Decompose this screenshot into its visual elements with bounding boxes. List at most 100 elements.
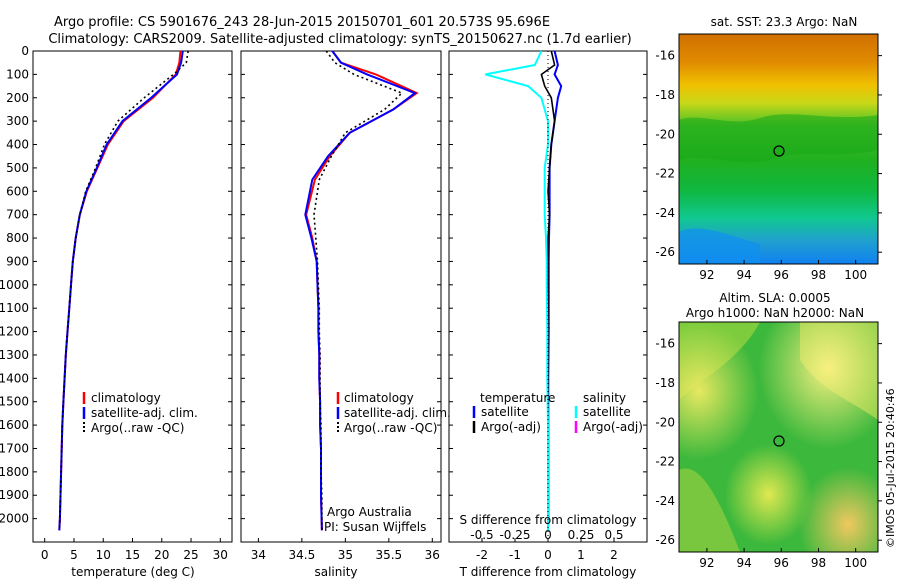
depth-tick-label: 900 bbox=[6, 254, 29, 268]
legend-label: Argo(..raw -QC) bbox=[91, 421, 184, 435]
difference-top-label: S difference from climatology bbox=[460, 513, 637, 527]
sla-blob bbox=[679, 322, 878, 552]
lon-tick-label: 94 bbox=[736, 556, 751, 570]
lat-tick-label: -18 bbox=[655, 88, 675, 102]
depth-tick-label: 400 bbox=[6, 138, 29, 152]
salinity-x-axis: 34 34.5 35 35.5 36 bbox=[251, 538, 440, 562]
series-line-climatology bbox=[58, 50, 182, 531]
s-diff-tick-label: 0.25 bbox=[568, 528, 595, 542]
x-tick-label: 34.5 bbox=[289, 548, 316, 562]
argo-float-marker bbox=[773, 145, 785, 157]
lon-tick-label: 98 bbox=[811, 556, 826, 570]
x-tick-label: 5 bbox=[70, 548, 78, 562]
depth-tick-label: 1200 bbox=[0, 325, 29, 339]
lon-tick-label: 94 bbox=[736, 268, 751, 282]
depth-tick-label: 1800 bbox=[0, 465, 29, 479]
depth-tick-label: 1100 bbox=[0, 301, 29, 315]
x-tick-label: 20 bbox=[154, 548, 169, 562]
x-tick-label: 10 bbox=[96, 548, 111, 562]
lat-tick-label: -24 bbox=[655, 206, 675, 220]
legend-label: satellite-adj. clim. bbox=[91, 406, 198, 420]
difference-x-label: T difference from climatology bbox=[459, 565, 637, 579]
sla-map bbox=[678, 321, 879, 553]
lat-tick-label: -18 bbox=[655, 376, 675, 390]
imos-stamp: ©IMOS 05-Jul-2015 20:40:46 bbox=[884, 388, 897, 548]
legend-label: climatology bbox=[344, 391, 414, 405]
temperature-x-axis: 0 5 10 15 20 25 30 bbox=[41, 538, 228, 562]
legend-label: satellite-adj. clim. bbox=[344, 406, 451, 420]
lon-tick-label: 92 bbox=[699, 268, 714, 282]
lon-tick-label: 100 bbox=[844, 556, 867, 570]
depth-tick-label: 700 bbox=[6, 208, 29, 222]
series-line-argo-raw-qc- bbox=[58, 50, 189, 531]
difference-legend: temperature salinity satellite Argo(-adj… bbox=[472, 391, 643, 434]
temperature-x-label: temperature (deg C) bbox=[71, 565, 194, 579]
lon-tick-label: 98 bbox=[811, 268, 826, 282]
depth-tick-label: 2000 bbox=[0, 512, 29, 526]
x-tick-label: 0 bbox=[544, 548, 552, 562]
x-tick-label: -1 bbox=[509, 548, 521, 562]
sst-map-title: sat. SST: 23.3 Argo: NaN bbox=[711, 15, 858, 29]
sst-cool-patch bbox=[679, 228, 760, 264]
depth-tick-label: 1300 bbox=[0, 348, 29, 362]
s-diff-tick-label: 0.5 bbox=[604, 528, 623, 542]
lat-tick-label: -16 bbox=[655, 49, 675, 63]
depth-tick-label: 0 bbox=[21, 44, 29, 58]
difference-profiles bbox=[485, 50, 563, 542]
lat-tick-label: -16 bbox=[655, 337, 675, 351]
x-tick-label: -2 bbox=[476, 548, 488, 562]
lat-tick-label: -22 bbox=[655, 167, 675, 181]
salinity-axes bbox=[240, 50, 442, 543]
salinity-x-label: salinity bbox=[314, 565, 357, 579]
temperature-profiles bbox=[58, 50, 189, 531]
credit-line-1: Argo Australia bbox=[327, 505, 412, 519]
lon-tick-label: 96 bbox=[774, 556, 789, 570]
legend-head-salinity: salinity bbox=[583, 391, 626, 405]
x-tick-label: 0 bbox=[41, 548, 49, 562]
sla-map-title-2: Argo h1000: NaN h2000: NaN bbox=[686, 306, 864, 320]
x-tick-label: 1 bbox=[577, 548, 585, 562]
legend-label: Argo(..raw -QC) bbox=[344, 421, 437, 435]
x-tick-label: 25 bbox=[183, 548, 198, 562]
lon-tick-label: 100 bbox=[844, 268, 867, 282]
depth-tick-label: 100 bbox=[6, 67, 29, 81]
lat-tick-label: -20 bbox=[655, 415, 675, 429]
series-line-satellite-adj-clim- bbox=[58, 50, 184, 531]
series-line-climatology bbox=[305, 50, 419, 531]
depth-tick-label: 1600 bbox=[0, 418, 29, 432]
series-line-salinity-satellite bbox=[485, 50, 549, 531]
depth-tick-label: 500 bbox=[6, 161, 29, 175]
x-tick-label: 34 bbox=[251, 548, 266, 562]
salinity-profiles bbox=[304, 50, 419, 531]
depth-tick-label: 1700 bbox=[0, 441, 29, 455]
depth-tick-label: 200 bbox=[6, 91, 29, 105]
sla-map-title-1: Altim. SLA: 0.0005 bbox=[719, 291, 830, 305]
depth-tick-label: 300 bbox=[6, 114, 29, 128]
sst-map-axes: 92 94 96 98 100 -16 -18 -20 -22 -24 -26 bbox=[655, 49, 882, 282]
depth-tick-label: 1000 bbox=[0, 278, 29, 292]
lon-tick-label: 96 bbox=[774, 268, 789, 282]
lat-tick-label: -26 bbox=[655, 245, 675, 259]
depth-axis: 0 100 200 300 400 500 600 700 800 900 1000 1100 1200… bbox=[0, 44, 647, 526]
legend-label: satellite bbox=[583, 405, 631, 419]
sla-map-frame bbox=[678, 321, 879, 553]
temperature-legend: climatology satellite-adj. clim. Argo(..… bbox=[82, 391, 198, 435]
series-line-argo-raw-qc- bbox=[313, 50, 404, 531]
depth-tick-label: 1500 bbox=[0, 395, 29, 409]
sst-map-frame bbox=[678, 33, 879, 265]
title-line-1: Argo profile: CS 5901676_243 28-Jun-2015… bbox=[54, 15, 550, 30]
x-tick-label: 35.5 bbox=[375, 548, 402, 562]
lat-tick-label: -22 bbox=[655, 455, 675, 469]
title-line-2: Climatology: CARS2009. Satellite-adjuste… bbox=[48, 32, 631, 47]
lat-tick-label: -26 bbox=[655, 533, 675, 547]
depth-tick-label: 600 bbox=[6, 184, 29, 198]
legend-head-temperature: temperature bbox=[480, 391, 555, 405]
legend-label: climatology bbox=[91, 391, 161, 405]
lat-tick-label: -24 bbox=[655, 494, 675, 508]
depth-tick-label: 800 bbox=[6, 231, 29, 245]
x-tick-label: 36 bbox=[425, 548, 440, 562]
sst-map bbox=[678, 33, 879, 265]
lon-tick-label: 92 bbox=[699, 556, 714, 570]
